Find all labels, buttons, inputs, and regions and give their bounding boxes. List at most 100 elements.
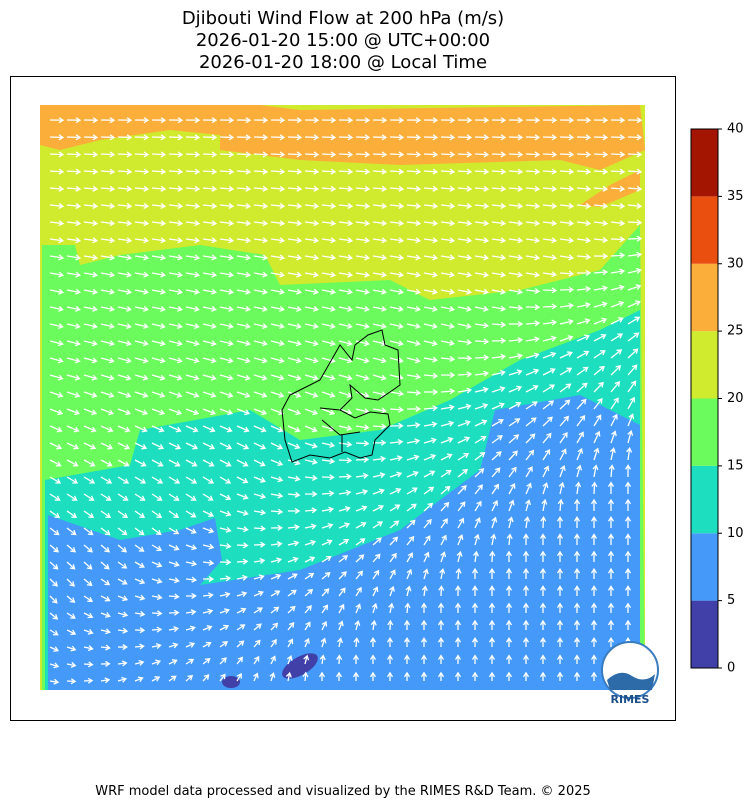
wind-arrow bbox=[525, 449, 535, 461]
wind-arrow bbox=[576, 366, 589, 376]
wind-arrow bbox=[355, 202, 371, 209]
wind-arrow bbox=[236, 254, 252, 261]
wind-arrow bbox=[423, 271, 439, 278]
wind-arrow bbox=[338, 571, 347, 580]
wind-arrow bbox=[457, 237, 473, 244]
wind-arrow bbox=[270, 541, 283, 548]
wind-arrow bbox=[100, 271, 116, 278]
wind-arrow bbox=[321, 151, 337, 158]
wind-arrow bbox=[406, 237, 422, 244]
wind-arrow bbox=[525, 254, 541, 261]
wind-arrow bbox=[83, 220, 99, 227]
wind-arrow bbox=[253, 202, 269, 209]
wind-arrow bbox=[117, 288, 132, 295]
wind-arrow bbox=[236, 408, 251, 416]
wind-arrow bbox=[151, 305, 166, 312]
wind-arrow bbox=[610, 151, 626, 158]
wind-arrow bbox=[508, 168, 524, 175]
wind-arrow bbox=[287, 357, 302, 364]
wind-arrow bbox=[491, 254, 507, 261]
wind-arrow bbox=[355, 237, 371, 244]
wind-arrow bbox=[508, 353, 523, 360]
wind-arrow bbox=[253, 525, 266, 532]
wind-arrow bbox=[83, 425, 97, 433]
wind-arrow bbox=[100, 628, 111, 635]
wind-arrow bbox=[525, 433, 536, 444]
wind-arrow bbox=[559, 302, 575, 309]
wind-arrow bbox=[454, 619, 462, 630]
wind-arrow bbox=[134, 220, 150, 227]
wind-arrow bbox=[49, 254, 65, 261]
wind-arrow bbox=[185, 254, 201, 261]
wind-arrow bbox=[372, 472, 386, 479]
wind-arrow bbox=[151, 374, 166, 381]
wind-arrow bbox=[134, 627, 146, 634]
wind-arrow bbox=[457, 134, 473, 141]
wind-arrow bbox=[440, 420, 455, 427]
wind-arrow bbox=[168, 442, 182, 450]
wind-arrow bbox=[202, 608, 214, 615]
wind-arrow bbox=[389, 185, 405, 192]
wind-arrow bbox=[440, 501, 450, 512]
wind-arrow bbox=[151, 323, 166, 330]
wind-arrow bbox=[440, 355, 456, 362]
wind-arrow bbox=[134, 134, 150, 141]
wind-arrow bbox=[321, 117, 337, 124]
wind-arrow bbox=[386, 654, 394, 664]
wind-arrow bbox=[270, 220, 286, 227]
wind-arrow bbox=[270, 391, 285, 398]
wind-arrow bbox=[624, 585, 632, 596]
wind-arrow bbox=[83, 595, 94, 603]
wind-arrow bbox=[576, 302, 591, 309]
wind-arrow bbox=[372, 488, 385, 495]
wind-arrow bbox=[185, 305, 200, 312]
wind-arrow bbox=[321, 374, 336, 381]
wind-arrow bbox=[134, 594, 146, 601]
wind-arrow bbox=[117, 595, 129, 602]
wind-arrow bbox=[440, 220, 456, 227]
wind-arrow bbox=[607, 533, 615, 545]
wind-arrow bbox=[389, 471, 403, 478]
wind-arrow bbox=[454, 654, 462, 664]
wind-arrow bbox=[83, 677, 94, 684]
wind-arrow bbox=[508, 450, 518, 461]
wind-arrow bbox=[573, 550, 581, 562]
wind-arrow bbox=[352, 671, 360, 681]
wind-arrow bbox=[542, 254, 558, 261]
wind-arrow bbox=[627, 134, 643, 141]
wind-arrow bbox=[185, 576, 198, 583]
wind-arrow bbox=[576, 334, 591, 342]
wind-arrow bbox=[491, 353, 507, 360]
wind-arrow bbox=[66, 340, 81, 347]
wind-arrow bbox=[576, 350, 590, 359]
wind-arrow bbox=[83, 168, 99, 175]
wind-arrow bbox=[576, 414, 586, 427]
wind-arrow bbox=[420, 619, 428, 630]
wind-arrow bbox=[539, 619, 547, 630]
wind-arrow bbox=[321, 288, 336, 295]
wind-arrow bbox=[491, 516, 498, 529]
wind-arrow bbox=[151, 561, 163, 568]
wind-arrow bbox=[488, 654, 496, 664]
wind-arrow bbox=[66, 134, 82, 141]
wind-arrow bbox=[117, 676, 128, 683]
wind-arrow bbox=[371, 602, 378, 614]
wind-arrow bbox=[134, 561, 145, 568]
wind-arrow bbox=[559, 270, 575, 277]
wind-arrow bbox=[287, 168, 303, 175]
wind-arrow bbox=[49, 185, 65, 192]
wind-arrow bbox=[423, 454, 437, 461]
wind-arrow bbox=[406, 134, 422, 141]
wind-arrow bbox=[456, 550, 463, 563]
wind-arrow bbox=[202, 151, 218, 158]
wind-arrow bbox=[405, 585, 412, 597]
wind-arrow bbox=[423, 518, 432, 529]
wind-arrow bbox=[406, 305, 421, 312]
wind-arrow bbox=[556, 550, 564, 562]
wind-arrow bbox=[286, 654, 293, 665]
wind-arrow bbox=[593, 381, 604, 393]
wind-arrow bbox=[321, 441, 336, 448]
wind-arrow bbox=[83, 544, 94, 553]
wind-arrow bbox=[624, 602, 632, 613]
wind-arrow bbox=[542, 303, 558, 310]
